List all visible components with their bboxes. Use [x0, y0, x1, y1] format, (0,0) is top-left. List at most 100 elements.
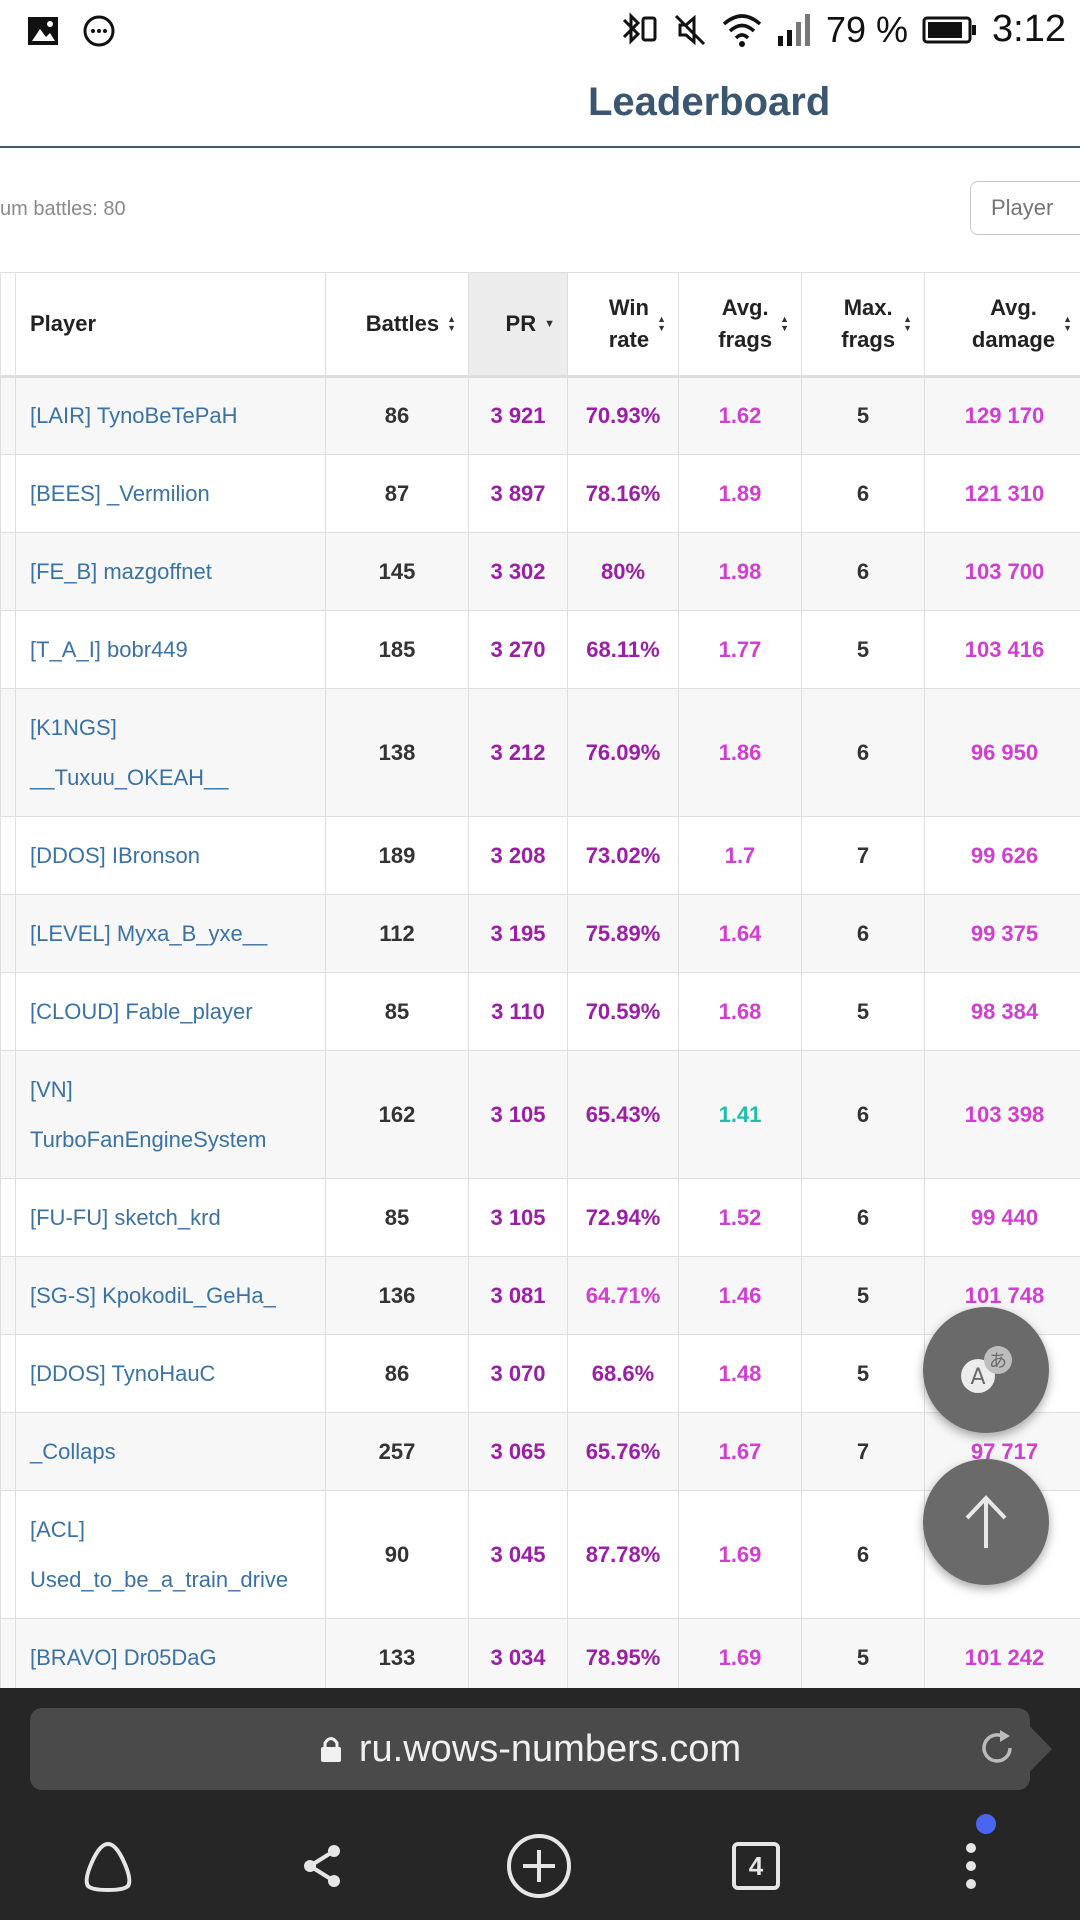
player-link[interactable]: [FU-FU] sketch_krd — [30, 1204, 221, 1230]
sort-icon: ▲ ▼ — [657, 314, 666, 333]
pr-column-header[interactable]: PR ▼ — [468, 272, 568, 378]
svg-text:あ: あ — [989, 1351, 1007, 1372]
rank-cell — [0, 610, 16, 689]
player-link[interactable]: [LEVEL] Myxa_B_yxe__ — [30, 920, 268, 946]
chat-notification-icon — [83, 15, 115, 47]
rank-cell — [0, 1490, 16, 1619]
win-rate-cell: 78.95% — [567, 1618, 679, 1697]
max-frags-column-header[interactable]: Max. frags ▲ ▼ — [801, 272, 925, 378]
win-rate-cell: 65.76% — [567, 1412, 679, 1491]
player-cell: [DDOS] IBronson — [15, 816, 326, 895]
more-vertical-icon — [966, 1843, 976, 1889]
scroll-to-top-button[interactable] — [923, 1459, 1049, 1585]
share-button[interactable] — [283, 1826, 363, 1906]
pr-cell: 3 921 — [468, 376, 568, 455]
avg-frags-cell: 1.7 — [678, 816, 802, 895]
player-cell: [FE_B] mazgoffnet — [15, 532, 326, 611]
win-rate-column-header[interactable]: Win rate ▲ ▼ — [567, 272, 679, 378]
rank-cell — [0, 1334, 16, 1413]
reload-icon[interactable] — [976, 1726, 1020, 1770]
avg-frags-column-header[interactable]: Avg. frags ▲ ▼ — [678, 272, 802, 378]
max-frags-cell: 5 — [801, 1618, 925, 1697]
battles-cell: 136 — [325, 1256, 469, 1335]
player-cell: [BEES] _Vermilion — [15, 454, 326, 533]
address-bar-tail — [1012, 1708, 1052, 1790]
sort-descending-icon: ▼ — [544, 318, 555, 330]
battles-cell: 86 — [325, 376, 469, 455]
rank-cell — [0, 376, 16, 455]
player-cell: [T_A_I] bobr449 — [15, 610, 326, 689]
battles-cell: 257 — [325, 1412, 469, 1491]
svg-text:A: A — [970, 1365, 985, 1390]
player-link[interactable]: [BEES] _Vermilion — [30, 480, 210, 506]
rank-cell — [0, 454, 16, 533]
max-frags-cell: 5 — [801, 1256, 925, 1335]
win-rate-cell: 70.93% — [567, 376, 679, 455]
player-link[interactable]: [VN] TurboFanEngineSystem — [30, 1076, 267, 1152]
home-button[interactable] — [68, 1826, 148, 1906]
page-title: Leaderboard — [588, 80, 831, 124]
avg-frags-cell: 1.89 — [678, 454, 802, 533]
pr-cell: 3 110 — [468, 972, 568, 1051]
rank-cell — [0, 816, 16, 895]
pr-cell: 3 034 — [468, 1618, 568, 1697]
player-link[interactable]: [T_A_I] bobr449 — [30, 636, 188, 662]
battles-cell: 85 — [325, 1178, 469, 1257]
player-cell: [DDOS] TynoHauC — [15, 1334, 326, 1413]
battles-column-header[interactable]: Battles ▲ ▼ — [325, 272, 469, 378]
max-frags-cell: 6 — [801, 894, 925, 973]
player-link[interactable]: [FE_B] mazgoffnet — [30, 558, 212, 584]
avg-damage-cell: 101 242 — [924, 1618, 1080, 1697]
rank-cell — [0, 894, 16, 973]
menu-button[interactable] — [931, 1826, 1011, 1906]
max-frags-cell: 7 — [801, 816, 925, 895]
player-cell: [VN] TurboFanEngineSystem — [15, 1050, 326, 1179]
max-frags-cell: 5 — [801, 972, 925, 1051]
new-tab-button[interactable] — [499, 1826, 579, 1906]
leaderboard-table: Player Battles ▲ ▼ PR ▼ Win rate ▲ ▼ Avg. frags… — [0, 272, 1080, 1697]
tab-count-badge: 4 — [732, 1842, 780, 1890]
translate-button[interactable]: A あ — [923, 1307, 1049, 1433]
table-row: [DDOS] TynoHauC 86 3 070 68.6% 1.48 5 — [0, 1334, 1080, 1413]
player-link[interactable]: [DDOS] IBronson — [30, 842, 200, 868]
player-link[interactable]: _Collaps — [30, 1438, 116, 1464]
player-link[interactable]: [BRAVO] Dr05DaG — [30, 1644, 217, 1670]
tabs-button[interactable]: 4 — [716, 1826, 796, 1906]
player-link[interactable]: [SG-S] KpokodiL_GeHa_ — [30, 1282, 276, 1308]
player-link[interactable]: [CLOUD] Fable_player — [30, 998, 253, 1024]
table-row: [DDOS] IBronson 189 3 208 73.02% 1.7 7 9… — [0, 816, 1080, 895]
player-link[interactable]: [LAIR] TynoBeTePaH — [30, 403, 238, 428]
rank-cell — [0, 1050, 16, 1179]
address-bar[interactable]: ru.wows-numbers.com — [30, 1708, 1030, 1790]
player-cell: [ACL] Used_to_be_a_train_drive — [15, 1490, 326, 1619]
player-search-input[interactable] — [970, 181, 1080, 235]
win-rate-cell: 68.6% — [567, 1334, 679, 1413]
table-row: [BEES] _Vermilion 87 3 897 78.16% 1.89 6… — [0, 454, 1080, 533]
player-link[interactable]: [ACL] Used_to_be_a_train_drive — [30, 1516, 289, 1592]
avg-frags-cell: 1.77 — [678, 610, 802, 689]
sort-icon: ▲ ▼ — [903, 314, 912, 333]
home-icon — [84, 1841, 132, 1893]
rank-cell — [0, 972, 16, 1051]
pr-cell: 3 302 — [468, 532, 568, 611]
battles-cell: 189 — [325, 816, 469, 895]
table-row: [VN] TurboFanEngineSystem 162 3 105 65.43… — [0, 1050, 1080, 1179]
bluetooth-icon — [622, 11, 657, 45]
avg-damage-column-header[interactable]: Avg. damage ▲ ▼ — [924, 272, 1080, 378]
battery-percent: 79 % — [825, 8, 909, 50]
player-link[interactable]: [DDOS] TynoHauC — [30, 1360, 216, 1386]
table-header-row: Player Battles ▲ ▼ PR ▼ Win rate ▲ ▼ Avg. frags… — [0, 272, 1080, 378]
avg-frags-cell: 1.52 — [678, 1178, 802, 1257]
player-link[interactable]: [K1NGS] __Tuxuu_OKEAH__ — [30, 714, 229, 790]
win-rate-cell: 76.09% — [567, 688, 679, 817]
player-cell: [CLOUD] Fable_player — [15, 972, 326, 1051]
avg-frags-cell: 1.64 — [678, 894, 802, 973]
battles-cell: 145 — [325, 532, 469, 611]
rank-cell — [0, 1618, 16, 1697]
battles-cell: 185 — [325, 610, 469, 689]
max-frags-cell: 6 — [801, 532, 925, 611]
max-frags-cell: 6 — [801, 454, 925, 533]
player-cell: [K1NGS] __Tuxuu_OKEAH__ — [15, 688, 326, 817]
avg-frags-cell: 1.69 — [678, 1490, 802, 1619]
player-column-header[interactable]: Player — [15, 272, 326, 378]
